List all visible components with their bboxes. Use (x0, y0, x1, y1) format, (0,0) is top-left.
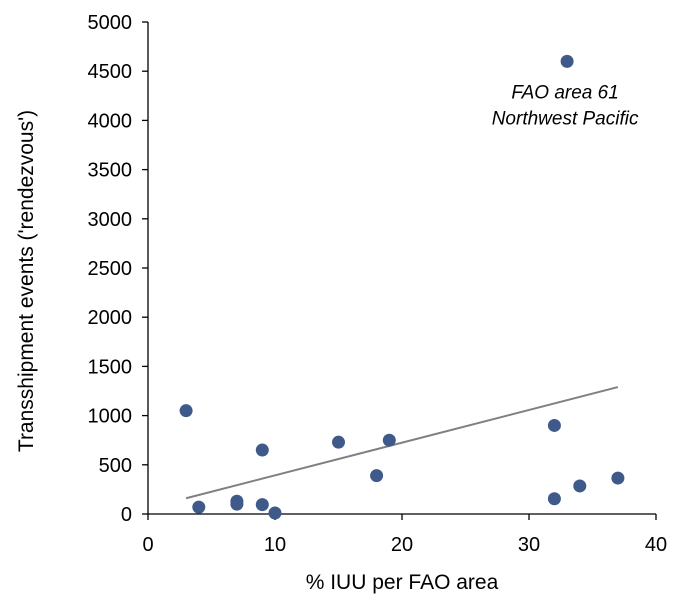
y-tick-label: 3500 (88, 160, 133, 182)
data-point (255, 443, 269, 457)
data-point (560, 54, 574, 68)
data-point (255, 498, 269, 512)
data-point (547, 418, 561, 432)
x-tick-label: 40 (645, 534, 667, 556)
x-axis-title: % IUU per FAO area (306, 571, 499, 594)
y-axis-title: Transshipment events ('rendezvous') (15, 110, 38, 452)
data-point (230, 497, 244, 511)
y-tick-label: 500 (99, 455, 132, 477)
data-point (332, 435, 345, 449)
y-tick-label: 0 (121, 504, 132, 526)
trendline (185, 386, 619, 500)
data-point (382, 433, 396, 447)
y-tick-label: 3000 (88, 209, 133, 231)
data-point (268, 506, 282, 520)
y-tick-label: 4000 (88, 110, 133, 132)
data-point (573, 479, 587, 493)
y-tick-label: 5000 (88, 12, 133, 34)
x-tick-label: 20 (391, 534, 413, 556)
y-tick-label: 1500 (88, 356, 133, 378)
y-tick-label: 2000 (88, 307, 133, 329)
y-tick-label: 1000 (88, 406, 133, 428)
x-tick-label: 30 (518, 534, 540, 556)
x-tick-label: 10 (264, 534, 286, 556)
axes: 0 500 1000 1500 2000 2500 3000 3500 4000 4500 5000… (88, 12, 668, 556)
points-layer (179, 54, 625, 520)
data-point (179, 404, 193, 418)
trendline-layer (185, 386, 619, 500)
data-point (370, 469, 384, 483)
labels-layer: % IUU per FAO area Transshipment events … (15, 83, 639, 594)
annotation-line-1: FAO area 61 (511, 83, 618, 104)
y-tick-label: 4500 (88, 61, 133, 83)
y-tick-label: 2500 (88, 258, 133, 280)
data-point (192, 500, 206, 514)
data-point (611, 471, 625, 485)
annotation-line-2: Northwest Pacific (492, 109, 639, 130)
data-point (547, 492, 561, 506)
x-tick-label: 0 (142, 534, 153, 556)
